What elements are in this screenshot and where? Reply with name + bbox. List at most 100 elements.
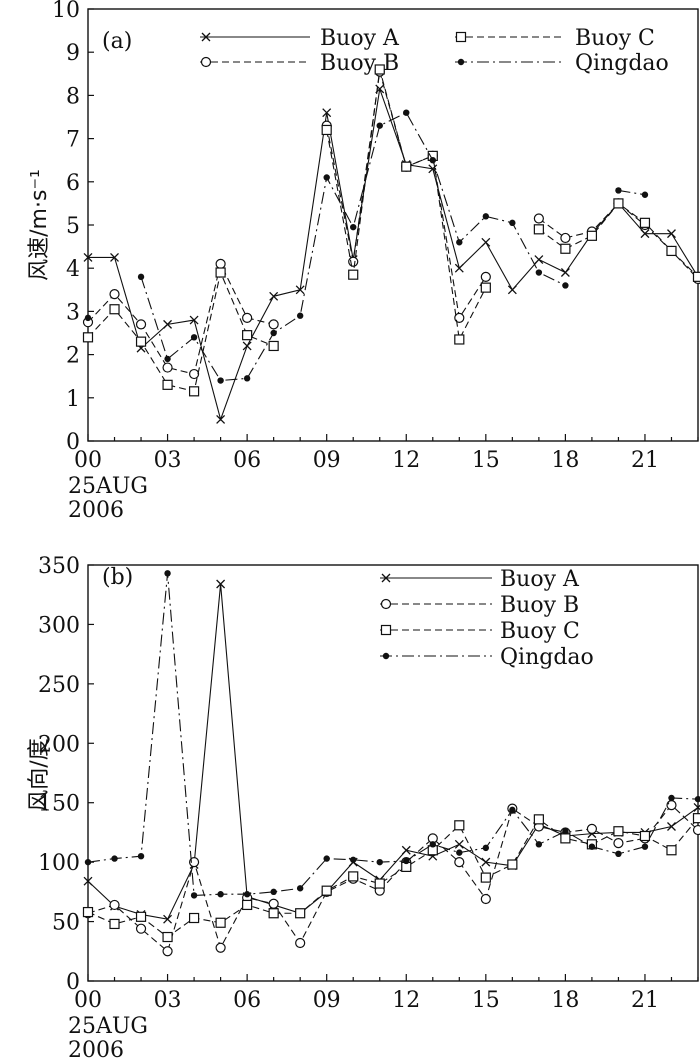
data-point [639,830,651,842]
series-line [87,270,274,392]
data-point [321,124,332,136]
data-point [429,157,436,164]
data-point [668,794,675,802]
x-tick-label: 09 [313,448,341,473]
x-tick-label: 12 [392,988,420,1013]
data-point [480,271,491,282]
data-point [162,946,173,957]
data-point [268,908,279,919]
series-qingdao [84,570,700,899]
data-point [164,570,171,577]
x-date-label: 25AUG [68,474,148,499]
data-point [217,377,224,384]
panel-label: (b) [102,565,133,590]
data-point [190,892,198,899]
data-point [694,795,700,803]
data-point [376,858,383,866]
data-point [242,899,253,911]
data-point [243,891,251,898]
data-point [270,888,277,896]
x-tick-label: 00 [74,448,102,473]
legend-marker [455,31,467,43]
panel-label: (a) [102,29,132,54]
data-point [586,823,598,834]
data-point [692,813,700,824]
data-point [83,252,93,262]
y-tick-label: 300 [38,613,80,638]
data-point [456,239,463,246]
data-point [268,340,279,352]
data-point [162,379,173,390]
data-point [348,871,359,882]
data-point [109,289,120,300]
data-point [109,899,120,911]
legend-marker [200,56,212,68]
y-tick-label: 8 [66,84,80,109]
legend-entry: Qingdao [455,51,669,76]
plot-frame [87,564,699,982]
legend-entry: Buoy A [380,567,580,592]
series-line [87,804,699,953]
legend-label: Qingdao [500,645,594,670]
data-point [454,334,465,345]
y-tick-label: 100 [38,851,80,876]
y-tick-label: 1 [66,387,80,412]
x-tick-label: 15 [472,988,500,1013]
data-point [348,256,359,267]
legend-entry: Buoy B [380,593,579,618]
data-point [613,198,624,209]
x-tick-label: 03 [154,448,182,473]
data-point [188,857,200,868]
data-point [641,843,649,850]
data-point [348,269,359,280]
data-point [507,859,518,870]
y-tick-label: 250 [38,673,80,698]
data-point [533,814,544,825]
data-point [429,841,436,848]
data-point [535,841,543,848]
series-line [87,817,699,938]
data-point [84,314,92,322]
y-tick-label: 10 [52,0,80,23]
x-date-label: 2006 [68,498,124,523]
data-point [109,304,120,315]
x-tick-label: 03 [154,988,182,1013]
y-tick-label: 6 [66,171,80,196]
data-point [509,806,516,814]
data-point [401,161,412,172]
data-point [666,799,677,811]
data-point [350,856,357,863]
data-point [615,187,622,194]
data-point [454,839,464,849]
legend-label: Buoy B [500,593,579,618]
series-buoy-a [83,84,700,424]
data-point [83,876,93,886]
data-point [509,219,516,227]
x-tick-label: 06 [233,988,261,1013]
x-date-label: 25AUG [68,1014,148,1039]
x-tick-label: 21 [631,988,659,1013]
y-tick-label: 50 [52,911,80,936]
data-point [135,336,147,347]
data-point [242,312,253,323]
data-point [641,191,649,198]
data-point [666,245,677,257]
data-point [692,824,700,836]
series-line [87,573,699,896]
data-point [560,268,570,277]
data-point [270,329,277,337]
data-point [137,853,145,860]
x-tick-label: 18 [551,988,579,1013]
data-point [162,931,173,943]
series-line [326,71,487,320]
y-tick-label: 0 [66,970,80,995]
legend-entry: Buoy C [380,619,580,644]
legend: Buoy A Buoy C Buoy B Qingdao [200,26,669,76]
legend-marker [382,652,390,660]
legend-entry: Buoy C [455,26,655,51]
data-point [162,362,173,373]
x-tick-label: 21 [631,448,659,473]
series-qingdao [84,109,649,384]
